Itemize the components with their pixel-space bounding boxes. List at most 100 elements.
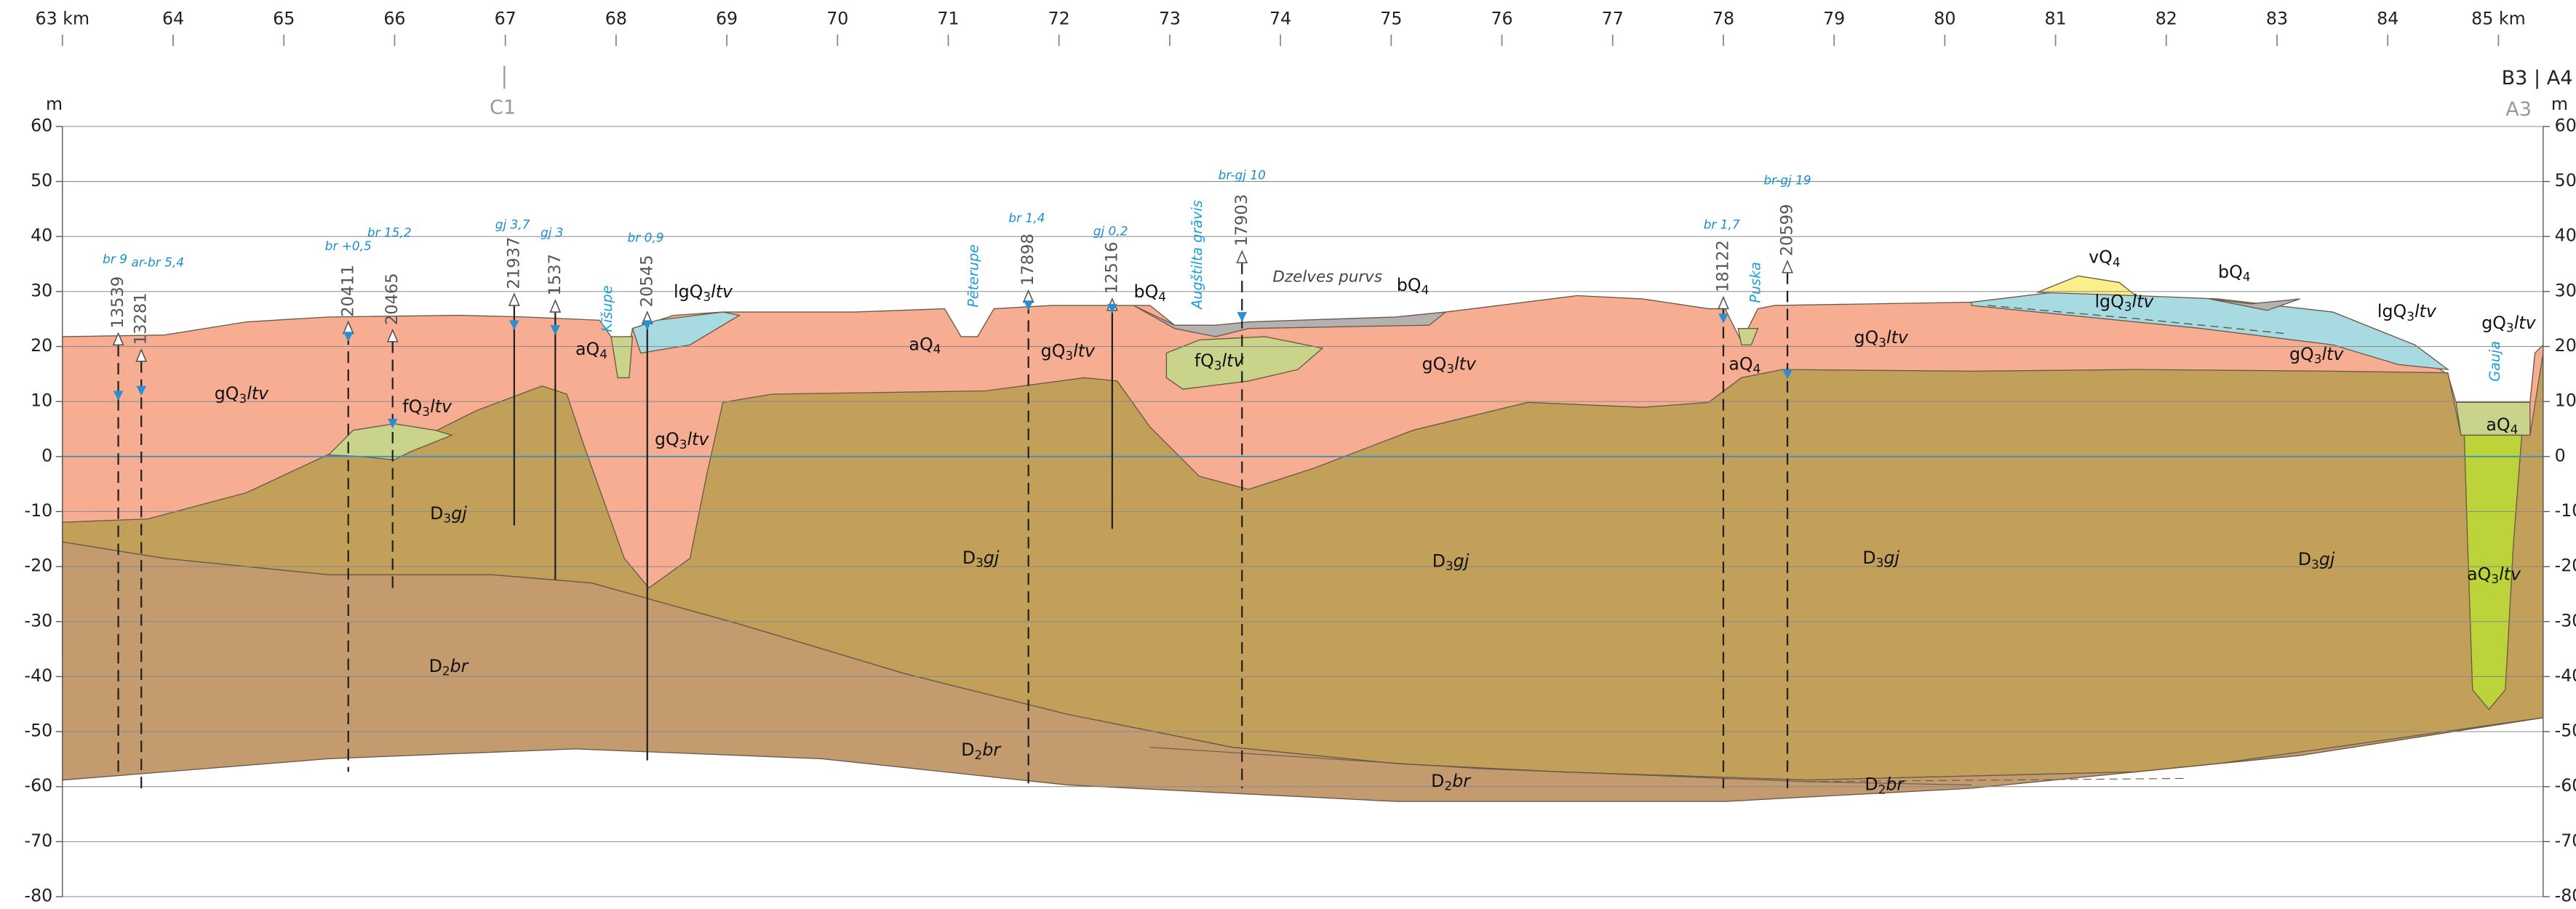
layer-label-part: ltv: [2321, 343, 2344, 364]
layer-label-part: bQ: [2218, 261, 2243, 281]
x-tick-label: 82: [2156, 9, 2177, 29]
place-name: Gauja: [2487, 341, 2503, 382]
layer-label: bQ4: [1397, 274, 1429, 297]
x-tick-label: 74: [1269, 9, 1291, 29]
borehole-id: 17898: [1018, 233, 1037, 286]
layer-label-part: 3: [2311, 557, 2319, 572]
y-tick-label-right: -80: [2555, 886, 2576, 906]
layer-label-part: br: [450, 655, 469, 676]
borehole-head: [112, 332, 124, 346]
borehole-id: 20599: [1778, 204, 1797, 256]
layer-label-part: 2: [1444, 779, 1452, 793]
layer-label-part: 3: [1065, 348, 1073, 363]
borehole-head: [1782, 260, 1793, 273]
y-tick-label: -40: [25, 665, 53, 686]
layer-label-part: aQ: [1728, 353, 1752, 374]
layer-label: aQ4: [2486, 414, 2518, 436]
layer-label-part: 4: [1753, 361, 1761, 376]
y-tick-label: -60: [25, 775, 53, 796]
layer-label-part: gQ: [2289, 343, 2314, 364]
x-tick-label: 79: [1823, 9, 1845, 29]
water-level: [1718, 313, 1728, 324]
layer-label-part: 4: [1158, 289, 1166, 304]
borehole-id: 13539: [108, 276, 127, 329]
y-tick-label-right: 40: [2555, 225, 2576, 246]
x-tick-label: 85 km: [2471, 9, 2526, 29]
layer-label-part: br: [1452, 770, 1471, 790]
borehole-id: 20411: [338, 265, 357, 317]
layer-label: D3gj: [1432, 550, 1470, 573]
borehole-id: 12516: [1102, 241, 1121, 294]
section-a3: A3: [2505, 98, 2532, 121]
borehole-head: [386, 328, 399, 343]
y-tick-label: -50: [25, 721, 53, 741]
layer-label-part: gj: [984, 547, 1000, 567]
y-tick-label: 50: [31, 170, 52, 191]
layer-label-part: lgQ: [2377, 301, 2406, 321]
water-level: [113, 391, 124, 401]
water-level: [343, 332, 354, 342]
y-tick-label: 0: [41, 445, 52, 465]
borehole-id: 13281: [132, 292, 151, 345]
layer-label-part: gj: [1454, 550, 1470, 571]
layer-label-part: D: [1862, 547, 1875, 567]
layer-label-part: fQ: [1195, 350, 1214, 370]
layer-label: aQ3ltv: [2467, 564, 2521, 586]
layer-label-part: ltv: [2414, 301, 2437, 321]
layer-label-part: ltv: [1886, 327, 1909, 348]
layer-label-part: 3: [239, 391, 247, 406]
place-name: Pēterupe: [965, 244, 982, 308]
layer-label-part: 4: [2511, 423, 2519, 437]
layer-label-part: 3: [443, 511, 451, 526]
y-tick-label: 40: [31, 225, 52, 246]
layer-fq3ltv: [327, 423, 454, 461]
layer-label-part: ltv: [1222, 350, 1245, 370]
y-tick-label: 10: [31, 391, 52, 411]
borehole-head: [1022, 289, 1034, 303]
layer-label-part: D: [2298, 549, 2311, 569]
layer-label-part: 3: [1876, 556, 1884, 570]
layer-label: aQ4: [575, 339, 607, 361]
x-tick-label: 69: [716, 9, 738, 29]
y-unit-right: m: [2551, 94, 2568, 114]
borehole-note: br 0,9: [628, 230, 664, 244]
water-level: [550, 325, 561, 335]
layer-label-part: 3: [976, 556, 984, 570]
sub-boundary-dashed: [1807, 777, 2185, 782]
layer-label-part: ltv: [1454, 353, 1477, 374]
x-tick-label: 68: [605, 9, 627, 29]
borehole-id: 20545: [637, 255, 656, 307]
layer-label-part: 2: [1878, 782, 1886, 796]
y-tick-label-right: 0: [2555, 445, 2566, 465]
borehole-id: 1537: [546, 254, 565, 295]
layer-label-part: gQ: [1041, 340, 1066, 361]
x-tick-label: 72: [1048, 9, 1070, 29]
layer-label-part: 4: [2243, 270, 2251, 284]
layer-label-part: gj: [1883, 547, 1899, 567]
borehole-id: 18122: [1713, 240, 1732, 292]
y-tick-label-right: -40: [2555, 665, 2576, 686]
layer-label: gQ3ltv: [1854, 327, 1909, 350]
y-tick-label-right: 30: [2555, 280, 2576, 300]
y-tick-label-right: 10: [2555, 391, 2576, 411]
borehole-head: [508, 292, 520, 306]
layer-label-part: 3: [2506, 321, 2514, 335]
layer-label-part: bQ: [1397, 274, 1421, 295]
layer-bq4: [1133, 305, 1448, 337]
borehole-note: br-gj 10: [1219, 168, 1266, 183]
x-tick-label: 81: [2044, 9, 2066, 29]
layer-label-part: ltv: [687, 429, 709, 449]
x-tick-label: 76: [1491, 9, 1512, 29]
layer-label: D2br: [1865, 774, 1905, 796]
y-tick-label: -10: [25, 500, 53, 521]
layer-label: lgQ3ltv: [674, 281, 733, 303]
x-tick-label: 63 km: [36, 9, 90, 29]
layer-label-part: gQ: [1422, 353, 1447, 374]
x-tick-label: 71: [937, 9, 959, 29]
layer-label: D2br: [1431, 770, 1471, 793]
place-name: Puska: [1747, 262, 1764, 303]
y-tick-label-right: -10: [2555, 500, 2576, 521]
layer-label-part: 3: [2314, 352, 2322, 367]
borehole-note: gj 3: [541, 225, 564, 240]
layer-label-part: 4: [2113, 255, 2121, 269]
